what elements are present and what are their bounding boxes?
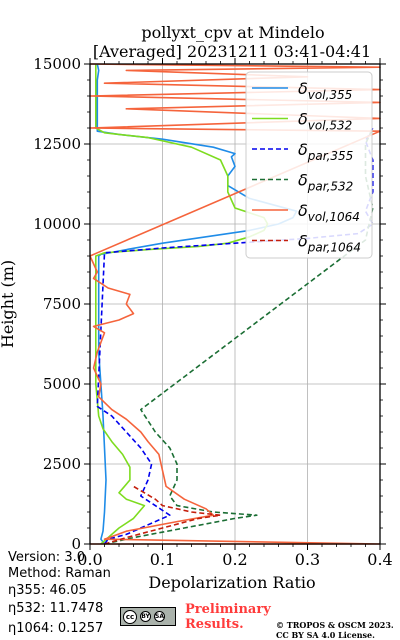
copyright-notice: © TROPOS & OSCM 2023. CC BY SA 4.0 Licen… <box>276 620 400 640</box>
x-tick-label: 0.4 <box>367 550 392 569</box>
copyright-line-2: CC BY SA 4.0 License. <box>276 630 375 640</box>
copyright-line-1: © TROPOS & OSCM 2023. <box>276 620 394 630</box>
legend-label-par-532: δpar,532 <box>298 171 353 194</box>
sa-icon: SA <box>154 611 165 622</box>
y-tick-label: 10000 <box>33 215 81 233</box>
y-tick-label: 12500 <box>33 135 81 153</box>
eta532-label: η532: 11.7478 <box>8 601 104 616</box>
x-tick-label: 0.0 <box>77 550 102 569</box>
series-line-vol-532 <box>95 64 269 545</box>
legend-label-vol-1064: δvol,1064 <box>298 201 360 224</box>
chart-title: pollyxt_cpv at Mindelo <box>141 23 324 42</box>
eta1064-label: η1064: 0.1257 <box>8 621 104 636</box>
legend: δvol,355 δvol,532 δpar,355 δpar,532 δvol,106… <box>245 71 373 259</box>
cc-icon: cc <box>123 609 137 624</box>
by-icon: BY <box>140 611 151 622</box>
x-tick-label: 0.2 <box>222 550 247 569</box>
preliminary-line-2: Results. <box>185 617 244 632</box>
preliminary-line-1: Preliminary <box>185 602 271 617</box>
version-label: Version: 3.0 <box>8 550 85 565</box>
depolarization-chart: 0.0 0.1 0.2 0.3 0.4 0 2500 5000 7500 10000 12500 15… <box>0 23 393 592</box>
series-line-par-1064 <box>104 485 222 545</box>
eta355-label: η355: 46.05 <box>8 583 87 598</box>
cc-license-badge: cc BY SA <box>120 607 176 626</box>
legend-label-vol-355: δvol,355 <box>298 79 352 102</box>
axis-ticks: 0.0 0.1 0.2 0.3 0.4 0 2500 5000 7500 10000 12500 15… <box>33 55 392 569</box>
y-tick-label: 0 <box>71 535 81 553</box>
y-axis-label: Height (m) <box>0 260 17 348</box>
y-tick-label: 5000 <box>43 375 81 393</box>
y-tick-label: 2500 <box>43 455 81 473</box>
method-label: Method: Raman <box>8 566 111 581</box>
legend-label-par-1064: δpar,1064 <box>298 232 361 255</box>
y-tick-label: 7500 <box>43 295 81 313</box>
chart-subtitle: [Averaged] 20231211 03:41-04:41 <box>93 42 371 61</box>
preliminary-notice: Preliminary Results. <box>185 602 285 632</box>
legend-label-vol-532: δvol,532 <box>298 110 352 133</box>
x-tick-label: 0.3 <box>295 550 320 569</box>
y-tick-label: 15000 <box>33 55 81 73</box>
x-tick-label: 0.1 <box>150 550 175 569</box>
x-axis-label: Depolarization Ratio <box>148 573 315 592</box>
legend-label-par-355: δpar,355 <box>298 140 353 163</box>
